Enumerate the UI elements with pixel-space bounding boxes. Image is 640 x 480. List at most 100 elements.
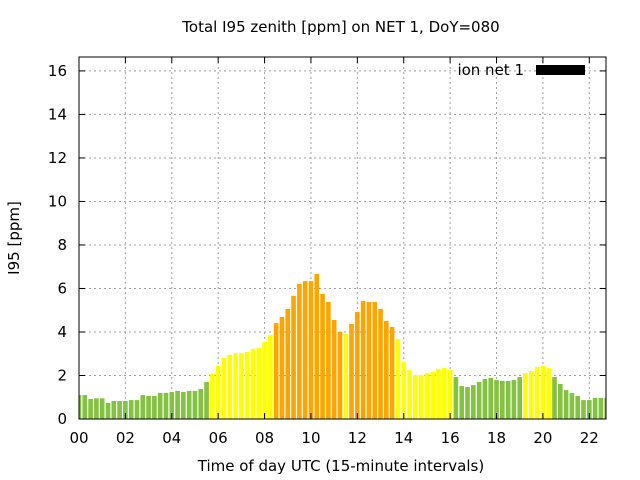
bar: [546, 368, 552, 419]
x-tick-label: 18: [487, 429, 506, 447]
bar: [337, 331, 343, 419]
bar: [488, 377, 494, 419]
bar: [204, 382, 209, 419]
bar: [523, 373, 528, 419]
ticks: [78, 57, 606, 420]
bar: [360, 300, 366, 419]
y-tick-label: 8: [57, 236, 67, 254]
grid: [79, 57, 606, 419]
bar: [186, 390, 192, 419]
bar: [134, 400, 140, 419]
bar: [279, 316, 285, 419]
x-tick-label: 08: [255, 429, 274, 447]
x-tick-label: 20: [533, 429, 552, 447]
bar: [192, 390, 198, 419]
y-tick-label: 12: [48, 149, 67, 167]
bar: [389, 326, 395, 419]
bar: [326, 301, 331, 419]
bar: [250, 348, 256, 419]
bar: [181, 392, 186, 419]
y-tick-label: 2: [57, 366, 67, 384]
x-tick-label: 14: [394, 429, 413, 447]
bar: [534, 367, 540, 419]
bar: [575, 395, 581, 419]
bar: [221, 357, 227, 419]
bar: [401, 362, 407, 419]
bar: [117, 400, 122, 419]
y-tick-label: 6: [57, 279, 67, 297]
bar: [297, 283, 302, 419]
bar: [459, 385, 465, 419]
bar: [88, 398, 93, 419]
bars: [79, 273, 606, 419]
plot-frame: [78, 56, 607, 420]
legend: ion net 1: [457, 61, 585, 79]
bar: [349, 323, 354, 419]
bar: [418, 375, 424, 419]
bar: [592, 397, 598, 419]
bar: [140, 395, 146, 419]
bar: [604, 397, 606, 419]
x-axis-label: Time of day UTC (15-minute intervals): [197, 457, 484, 475]
bar: [413, 375, 418, 419]
bar: [314, 273, 320, 419]
bar: [471, 385, 476, 419]
bar: [499, 380, 505, 419]
legend-label: ion net 1: [457, 61, 524, 79]
bar: [256, 348, 262, 419]
bar: [563, 390, 569, 419]
bar: [557, 383, 563, 419]
legend-swatch: [536, 65, 585, 75]
y-tick-label: 0: [57, 410, 67, 428]
x-tick-label: 16: [441, 429, 460, 447]
x-tick-label: 22: [580, 429, 599, 447]
y-tick-label: 4: [57, 323, 67, 341]
bar: [424, 373, 430, 419]
bar: [111, 400, 117, 419]
bar: [82, 395, 88, 419]
bar: [157, 392, 163, 419]
bar: [395, 338, 401, 419]
bar: [175, 390, 180, 419]
x-tick-label: 10: [301, 429, 320, 447]
bar: [372, 301, 378, 419]
bar: [384, 320, 389, 419]
bar: [343, 333, 349, 419]
y-tick-label: 16: [48, 62, 67, 80]
bar: [239, 353, 244, 419]
x-tick-label: 04: [162, 429, 181, 447]
bar: [233, 353, 238, 419]
bar: [308, 281, 314, 419]
bar: [447, 370, 453, 419]
bar: [198, 388, 204, 419]
bar: [517, 377, 523, 419]
y-axis-label: I95 [ppm]: [5, 201, 23, 275]
bar: [453, 377, 459, 419]
x-tick-label: 02: [116, 429, 135, 447]
bar: [273, 323, 279, 419]
bar: [355, 311, 360, 419]
bar: [99, 398, 105, 419]
bar: [407, 370, 412, 419]
bar: [430, 372, 436, 419]
bar: [331, 320, 337, 419]
bar: [511, 380, 517, 419]
bar: [105, 402, 111, 419]
bar: [262, 341, 267, 419]
bar: [366, 301, 372, 419]
bar: [268, 335, 273, 419]
bar: [442, 368, 447, 419]
bar: [163, 392, 169, 419]
bar: [505, 380, 511, 419]
bar: [320, 293, 325, 419]
bar: [436, 368, 441, 419]
bar: [598, 397, 604, 419]
bar: [465, 387, 470, 419]
bar: [123, 400, 128, 419]
bar: [569, 392, 575, 419]
y-tick-label: 10: [48, 192, 67, 210]
bar: [227, 354, 233, 419]
bar: [581, 400, 586, 419]
